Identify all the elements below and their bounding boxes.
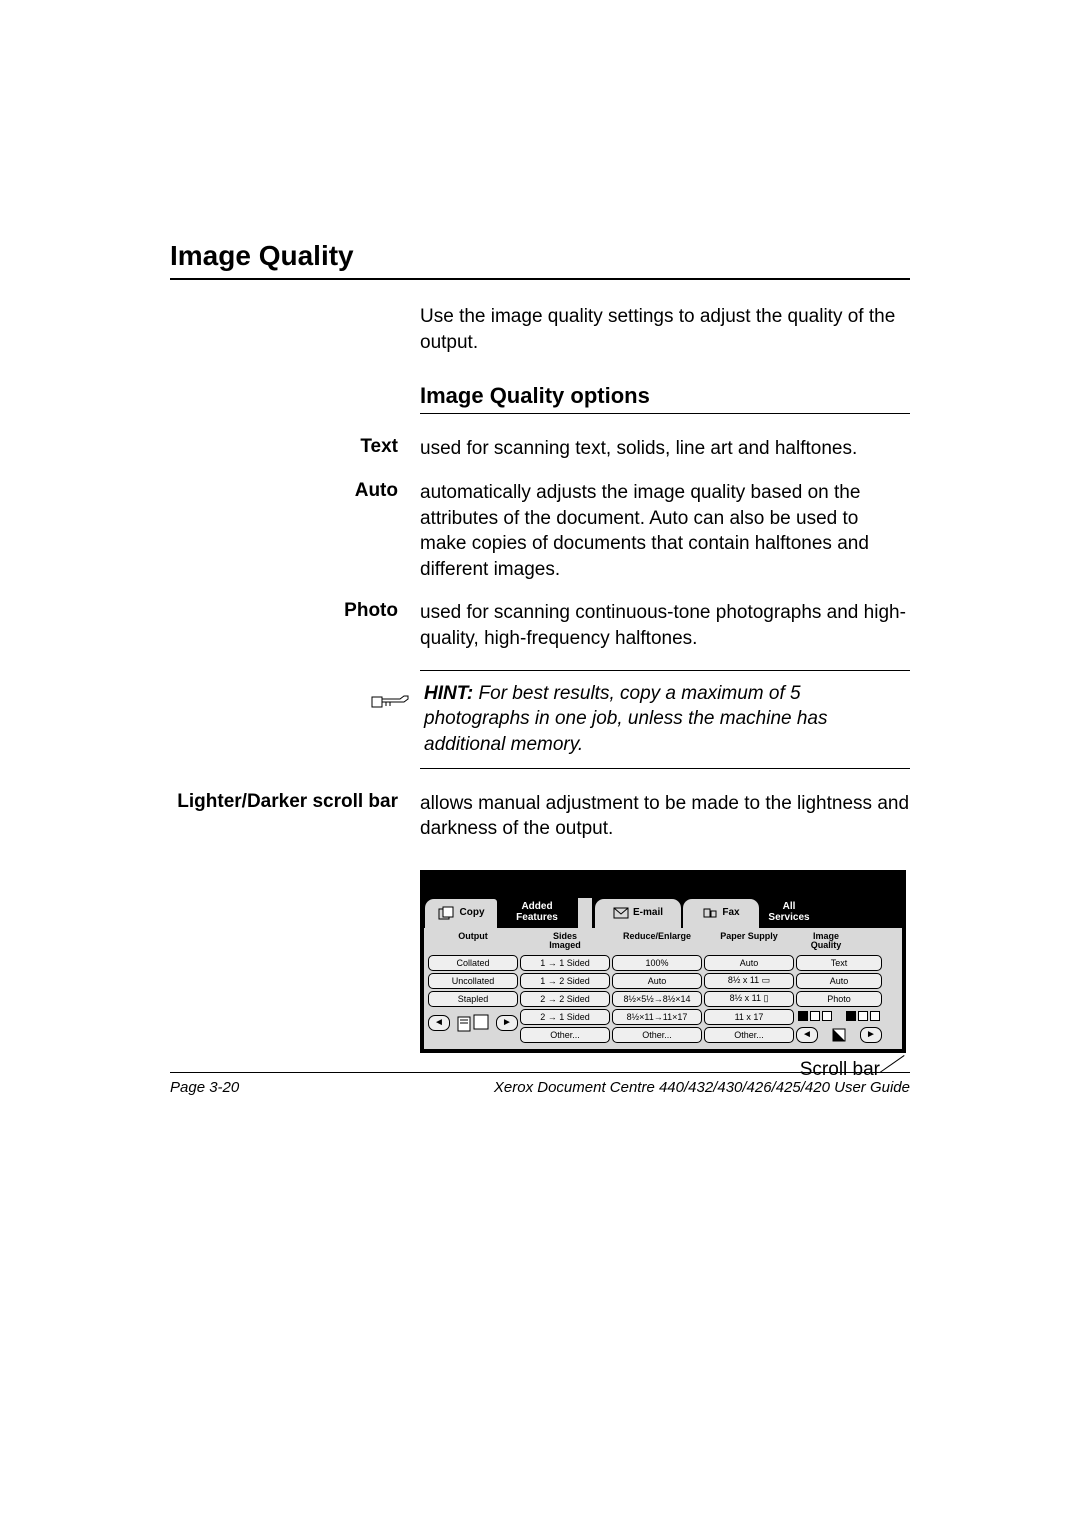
- column-headers: Output Sides Imaged Reduce/Enlarge Paper…: [428, 930, 898, 953]
- footer-book-title: Xerox Document Centre 440/432/430/426/42…: [494, 1079, 910, 1096]
- image-quality-column: Text Auto Photo ◄ ►: [796, 955, 882, 1043]
- tab-label: All Services: [768, 902, 809, 923]
- definition-desc: allows manual adjustment to be made to t…: [420, 791, 910, 842]
- ui-screenshot: Copy Added Features E-mail Fax All Servi…: [420, 870, 910, 1081]
- definition-desc: used for scanning continuous-tone photog…: [420, 600, 910, 651]
- option-button[interactable]: Auto: [612, 973, 702, 989]
- column-header: Image Quality: [796, 930, 856, 953]
- tab-email[interactable]: E-mail: [594, 898, 682, 928]
- tab-label: E-mail: [633, 908, 663, 919]
- option-button[interactable]: Auto: [704, 955, 794, 971]
- definition-term: Text: [170, 436, 420, 462]
- subsection-title: Image Quality options: [420, 383, 910, 409]
- tab-added-features[interactable]: Added Features: [498, 898, 578, 928]
- option-button[interactable]: 8½ x 11 ▭: [704, 973, 794, 989]
- hint-body: For best results, copy a maximum of 5 ph…: [424, 683, 828, 755]
- tab-fax[interactable]: Fax: [682, 898, 760, 928]
- footer-page-number: Page 3-20: [170, 1079, 239, 1096]
- option-button[interactable]: Stapled: [428, 991, 518, 1007]
- option-button[interactable]: 8½ x 11 ▯: [704, 991, 794, 1007]
- option-button[interactable]: 8½×11→11×17: [612, 1009, 702, 1025]
- footer-rule: [170, 1072, 910, 1073]
- definition-row: Auto automatically adjusts the image qua…: [170, 480, 910, 583]
- rule: [170, 278, 910, 280]
- tab-bar: Copy Added Features E-mail Fax All Servi…: [424, 898, 902, 928]
- definition-row: Text used for scanning text, solids, lin…: [170, 436, 910, 462]
- reduce-column: 100% Auto 8½×5½→8½×14 8½×11→11×17 Other.…: [612, 955, 702, 1043]
- intro-text: Use the image quality settings to adjust…: [420, 304, 910, 355]
- column-header: Output: [428, 930, 518, 953]
- option-button[interactable]: 2 → 2 Sided: [520, 991, 610, 1007]
- option-button[interactable]: Collated: [428, 955, 518, 971]
- column-header: Paper Supply: [704, 930, 794, 953]
- option-button[interactable]: 1 → 2 Sided: [520, 973, 610, 989]
- darker-arrow-icon[interactable]: ►: [860, 1027, 882, 1043]
- hint-text: HINT: For best results, copy a maximum o…: [424, 681, 910, 758]
- option-button[interactable]: 11 x 17: [704, 1009, 794, 1025]
- tab-all-services[interactable]: All Services: [760, 898, 818, 928]
- lighter-darker-preview: [796, 1009, 882, 1023]
- option-button[interactable]: Other...: [520, 1027, 610, 1043]
- tab-label: Copy: [460, 908, 485, 919]
- rule: [420, 413, 910, 414]
- tab-spacer: [578, 898, 594, 928]
- hint-block: HINT: For best results, copy a maximum o…: [420, 670, 910, 769]
- definition-desc: automatically adjusts the image quality …: [420, 480, 910, 583]
- option-button[interactable]: Uncollated: [428, 973, 518, 989]
- tab-label: Fax: [722, 908, 739, 919]
- section-title: Image Quality: [170, 240, 910, 272]
- column-header: Reduce/Enlarge: [612, 930, 702, 953]
- definition-term: Auto: [170, 480, 420, 583]
- definition-row: Lighter/Darker scroll bar allows manual …: [170, 791, 910, 842]
- option-button[interactable]: Auto: [796, 973, 882, 989]
- tab-copy[interactable]: Copy: [424, 898, 498, 928]
- definition-row: Photo used for scanning continuous-tone …: [170, 600, 910, 651]
- copy-icon: [438, 906, 456, 920]
- callout-line: [879, 1055, 905, 1074]
- option-button[interactable]: 2 → 1 Sided: [520, 1009, 610, 1025]
- fax-icon: [702, 907, 718, 919]
- left-arrow-icon[interactable]: ◄: [428, 1015, 450, 1031]
- paper-column: Auto 8½ x 11 ▭ 8½ x 11 ▯ 11 x 17 Other..…: [704, 955, 794, 1043]
- email-icon: [613, 907, 629, 919]
- definition-term: Lighter/Darker scroll bar: [170, 791, 420, 842]
- definition-desc: used for scanning text, solids, line art…: [420, 436, 910, 462]
- option-button[interactable]: Text: [796, 955, 882, 971]
- sides-column: 1 → 1 Sided 1 → 2 Sided 2 → 2 Sided 2 → …: [520, 955, 610, 1043]
- option-button[interactable]: 8½×5½→8½×14: [612, 991, 702, 1007]
- lighter-arrow-icon[interactable]: ◄: [796, 1027, 818, 1043]
- right-arrow-icon[interactable]: ►: [496, 1015, 518, 1031]
- definition-term: Photo: [170, 600, 420, 651]
- callout-text: Scroll bar: [800, 1059, 880, 1080]
- option-button[interactable]: Other...: [704, 1027, 794, 1043]
- option-button[interactable]: 100%: [612, 955, 702, 971]
- pointing-hand-icon: [370, 681, 410, 711]
- option-button[interactable]: Other...: [612, 1027, 702, 1043]
- option-button[interactable]: 1 → 1 Sided: [520, 955, 610, 971]
- contrast-icon: [832, 1028, 846, 1042]
- orientation-icon: [456, 1013, 490, 1033]
- tab-label: Added Features: [516, 902, 558, 923]
- orientation-selector[interactable]: ◄ ►: [428, 1013, 518, 1033]
- lighter-darker-scrollbar[interactable]: ◄ ►: [796, 1027, 882, 1043]
- hint-label: HINT:: [424, 683, 473, 704]
- callout-label: Scroll bar: [420, 1059, 910, 1081]
- page-footer: Page 3-20 Xerox Document Centre 440/432/…: [170, 1079, 910, 1096]
- option-button[interactable]: Photo: [796, 991, 882, 1007]
- column-header: Sides Imaged: [520, 930, 610, 953]
- output-column: Collated Uncollated Stapled ◄ ►: [428, 955, 518, 1043]
